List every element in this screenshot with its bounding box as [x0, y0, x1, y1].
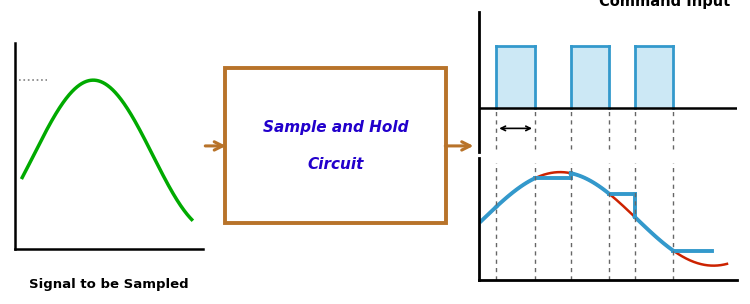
Text: Sample and Hold: Sample and Hold [262, 120, 408, 135]
FancyBboxPatch shape [225, 68, 446, 223]
Text: Circuit: Circuit [308, 157, 364, 172]
Text: Signal to be Sampled: Signal to be Sampled [29, 278, 188, 291]
Text: Command Input: Command Input [599, 0, 730, 9]
